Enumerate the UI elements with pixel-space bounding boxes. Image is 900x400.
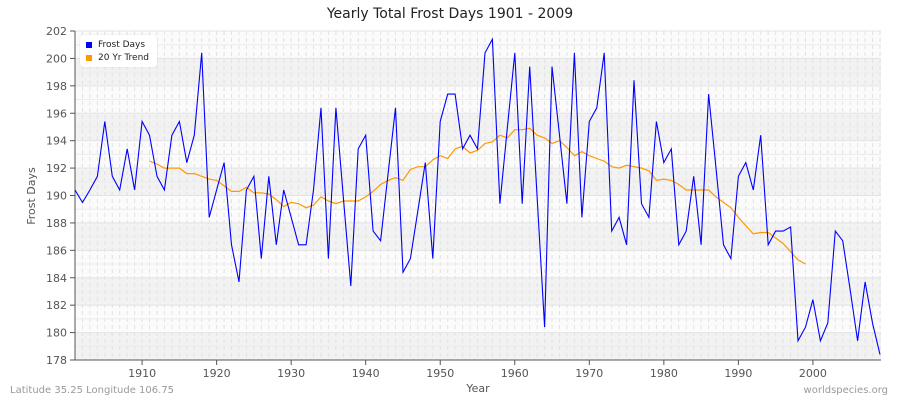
svg-text:1970: 1970: [575, 367, 603, 380]
svg-text:188: 188: [46, 217, 67, 230]
source-caption: worldspecies.org: [803, 385, 888, 396]
svg-text:178: 178: [46, 354, 67, 367]
svg-text:1910: 1910: [128, 367, 156, 380]
svg-text:1980: 1980: [650, 367, 678, 380]
y-axis-title: Frost Days: [25, 167, 38, 225]
svg-text:1940: 1940: [352, 367, 380, 380]
svg-text:1960: 1960: [501, 367, 529, 380]
svg-text:2000: 2000: [799, 367, 827, 380]
svg-text:190: 190: [46, 190, 67, 203]
svg-text:1920: 1920: [203, 367, 231, 380]
x-axis-title: Year: [465, 382, 490, 395]
trend-line-series: [149, 127, 806, 265]
legend-item-frost-days: Frost Days: [86, 38, 149, 51]
svg-text:192: 192: [46, 162, 67, 175]
svg-text:182: 182: [46, 299, 67, 312]
svg-text:202: 202: [46, 25, 67, 38]
svg-text:196: 196: [46, 107, 67, 120]
svg-text:180: 180: [46, 327, 67, 340]
svg-text:1930: 1930: [277, 367, 305, 380]
chart-title: Yearly Total Frost Days 1901 - 2009: [326, 6, 574, 22]
location-caption: Latitude 35.25 Longitude 106.75: [10, 385, 175, 396]
tick-labels: 178 180 182 184 186 188 190 192 194 196 198 200 202 1…: [46, 25, 827, 380]
chart-legend: Frost Days 20 Yr Trend: [80, 35, 158, 67]
legend-label: Frost Days: [98, 39, 146, 50]
svg-text:184: 184: [46, 272, 67, 285]
svg-text:1950: 1950: [426, 367, 454, 380]
svg-text:198: 198: [46, 80, 67, 93]
axes: [70, 30, 881, 365]
legend-item-trend: 20 Yr Trend: [86, 51, 149, 64]
frost-days-line-series: [74, 37, 881, 355]
legend-swatch-blue-icon: [86, 41, 92, 48]
svg-text:1990: 1990: [724, 367, 752, 380]
legend-label: 20 Yr Trend: [98, 52, 150, 63]
svg-text:200: 200: [46, 52, 67, 65]
svg-text:194: 194: [46, 135, 67, 148]
legend-swatch-orange-icon: [86, 54, 92, 61]
svg-text:186: 186: [46, 244, 67, 257]
